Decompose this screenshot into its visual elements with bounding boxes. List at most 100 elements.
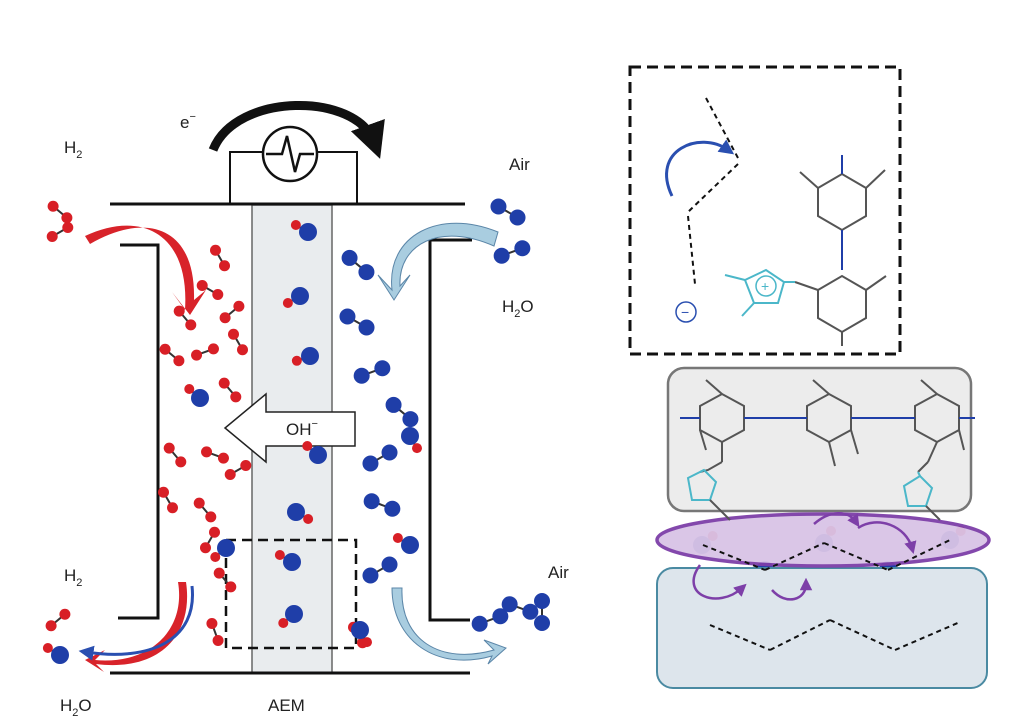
oxygen-atom xyxy=(285,605,303,623)
hydrogen-atom xyxy=(209,526,220,538)
hydrogen-atom xyxy=(45,620,57,632)
oxygen-atom xyxy=(351,621,369,639)
oxygen-atom xyxy=(501,596,518,613)
hydrogen-atom xyxy=(59,608,71,620)
hydrogen-atom xyxy=(290,220,301,230)
hydrogen-outlet-arrow xyxy=(85,582,188,672)
hydrogen-atom xyxy=(210,244,221,256)
hydrogen-atom xyxy=(302,441,313,452)
oxygen-atom xyxy=(374,360,391,377)
hydrogen-atom xyxy=(219,312,231,324)
anion-charge: − xyxy=(681,304,689,320)
hydrogen-atom xyxy=(412,443,422,454)
hydrogen-atom xyxy=(201,446,213,458)
oxygen-atom xyxy=(385,396,402,413)
hop-arrow-3 xyxy=(857,521,917,555)
hydrogen-atom xyxy=(225,581,237,593)
oxygen-atom xyxy=(291,287,309,305)
hydrogen-atom xyxy=(46,231,58,242)
h2-outlet-label: H2 xyxy=(64,566,82,589)
hydrogen-atom xyxy=(207,343,219,355)
hbond-network xyxy=(702,539,961,651)
hydrogen-atom xyxy=(175,456,187,468)
oxygen-atom xyxy=(509,209,526,226)
oxygen-atom xyxy=(287,503,305,521)
hop-arrow-1 xyxy=(692,564,747,600)
hop-arrow-2 xyxy=(771,577,813,601)
cation-charge: + xyxy=(761,278,769,294)
oxygen-atom xyxy=(381,444,398,461)
hydrogen-atom xyxy=(158,486,169,498)
hydrogen-atom xyxy=(240,460,252,471)
hydrogen-atom xyxy=(219,260,230,272)
anion-symbol xyxy=(675,301,697,323)
inset-polymer xyxy=(724,155,887,346)
proton-hop-arrow xyxy=(665,139,735,197)
oxygen-atom xyxy=(534,615,550,631)
hydrogen-atom xyxy=(167,502,178,514)
hydrogen-atom xyxy=(278,617,289,628)
oxygen-atom xyxy=(363,493,380,510)
cathode-electrode xyxy=(428,238,472,622)
hydrogen-atom xyxy=(62,222,74,233)
cation-symbol xyxy=(755,275,777,297)
hydrogen-atom xyxy=(217,452,229,464)
oxygen-atom xyxy=(522,603,539,620)
oxygen-atom xyxy=(490,198,507,215)
zoom-region-box xyxy=(224,538,358,650)
hydrogen-atom xyxy=(163,442,175,454)
oxygen-atom xyxy=(353,367,370,384)
imidazolium-groups xyxy=(686,468,941,521)
hydrogen-atom xyxy=(228,328,239,340)
anode-electrode xyxy=(118,243,160,620)
hydrogen-atom xyxy=(47,200,59,212)
hydrogen-atom xyxy=(274,550,285,560)
electron-flow-arrow xyxy=(208,101,385,159)
air-inlet-label: Air xyxy=(509,155,530,174)
hydrogen-atom xyxy=(282,298,293,308)
hydrogen-atom xyxy=(213,567,225,579)
oxygen-atom xyxy=(299,223,317,241)
air-outlet-label: Air xyxy=(548,563,569,582)
hydrogen-atom xyxy=(230,391,242,403)
hydrogen-atom xyxy=(193,497,205,509)
oxygen-atom xyxy=(381,556,398,573)
oxygen-atom xyxy=(514,240,531,257)
interface-structure xyxy=(655,366,991,689)
air-inlet-arrow xyxy=(377,222,499,301)
water-cathode-label: H2O xyxy=(502,297,534,320)
interface-ellipse xyxy=(655,512,991,568)
aem-label: AEM xyxy=(268,696,305,715)
oxygen-atom xyxy=(384,500,401,517)
oxygen-atom xyxy=(402,411,419,428)
hydrogen-atom xyxy=(218,377,230,389)
hydrogen-atom xyxy=(392,533,403,543)
oxygen-atom xyxy=(401,536,419,554)
oxygen-atom xyxy=(358,264,375,281)
oxygen-atom xyxy=(401,427,419,445)
hydrogen-atom xyxy=(210,551,221,562)
zoom-inset: + − xyxy=(628,65,902,356)
oxygen-atom xyxy=(217,539,235,557)
hydrogen-atom xyxy=(173,305,185,317)
hydrogen-atom xyxy=(61,212,73,224)
oxygen-atom xyxy=(191,389,209,407)
water-outlet-arrow xyxy=(78,585,194,661)
inset-frame xyxy=(628,65,902,356)
hydrogen-atom xyxy=(233,300,245,312)
hydrogen-atom xyxy=(291,355,302,366)
load-wave xyxy=(266,135,314,173)
hydrogen-atom xyxy=(212,634,224,646)
hydrogen-atom xyxy=(303,514,314,524)
oxygen-atom xyxy=(493,247,510,264)
hydrogen-atom xyxy=(173,355,185,367)
oxygen-atom xyxy=(358,319,375,336)
hydroxide-arrow: OH− xyxy=(223,392,356,464)
polymer-backbone xyxy=(680,379,975,473)
air-outlet-arrow xyxy=(391,587,507,665)
hydrogen-atom xyxy=(159,343,171,355)
hydrogen-atom xyxy=(200,542,211,554)
oh-label: OH− xyxy=(286,418,318,439)
water-anode-label: H2O xyxy=(60,696,92,719)
